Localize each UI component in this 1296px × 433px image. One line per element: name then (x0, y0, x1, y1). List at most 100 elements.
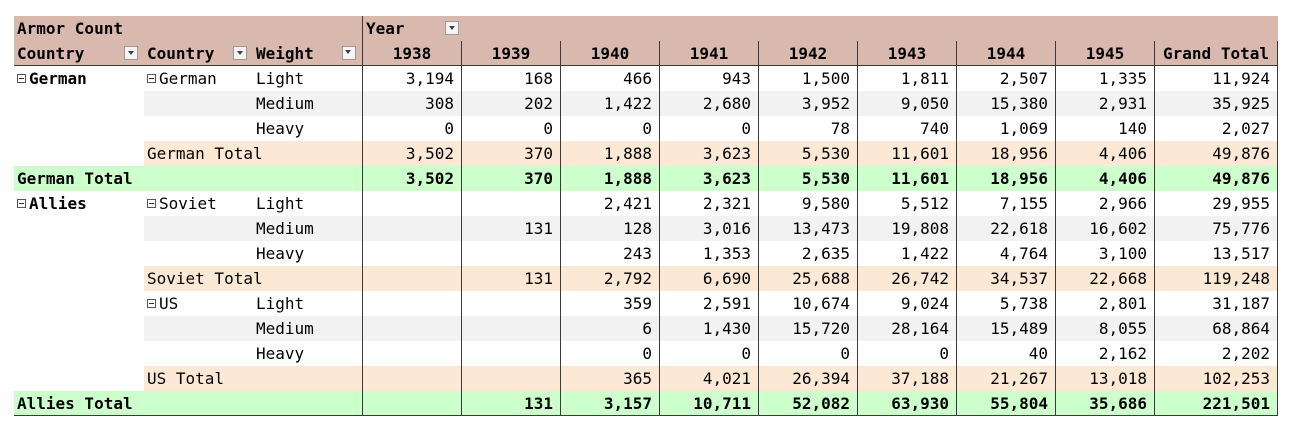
value-cell-1944: 18,956 (956, 166, 1055, 191)
grand-total-cell: 68,864 (1154, 316, 1278, 341)
value-cell-1938 (362, 366, 461, 391)
value-cell-1940: 6 (560, 316, 659, 341)
value-cell-1943: 9,050 (857, 91, 956, 116)
value-cell-1942: 15,720 (758, 316, 857, 341)
table-row: Allies Total 131 3,157 10,711 52,082 63,930 55… (14, 391, 1278, 416)
value-cell-1939: 131 (461, 216, 560, 241)
outer-country-cell (14, 216, 144, 241)
subtotal-label: German Total (144, 141, 362, 166)
weight-label: Light (253, 291, 362, 316)
value-cell-1945: 2,801 (1055, 291, 1154, 316)
value-cell-1939: 370 (461, 166, 560, 191)
weight-filter-dropdown-icon[interactable] (342, 46, 356, 60)
grand-total-cell: 49,876 (1154, 166, 1278, 191)
grand-total-cell: 119,248 (1154, 266, 1278, 291)
pivot-table: Armor Count Year Country Country Weight 193… (14, 16, 1278, 416)
value-cell-1942: 10,674 (758, 291, 857, 316)
weight-label: Medium (253, 216, 362, 241)
subtotal-label: US Total (144, 366, 362, 391)
column-field-header: Year (362, 16, 1278, 41)
inner-country-label: German (159, 69, 217, 88)
value-cell-1941: 1,353 (659, 241, 758, 266)
weight-label: Heavy (253, 116, 362, 141)
value-cell-1939 (461, 291, 560, 316)
value-cell-1945: 2,162 (1055, 341, 1154, 366)
country-outer-filter-dropdown-icon[interactable] (124, 46, 138, 60)
value-cell-1944: 22,618 (956, 216, 1055, 241)
table-row: US Light 359 2,591 10,674 9,024 5,738 2,801 31,1… (14, 291, 1278, 316)
value-cell-1943: 63,930 (857, 391, 956, 416)
value-cell-1938 (362, 241, 461, 266)
grand-total-cell: 31,187 (1154, 291, 1278, 316)
value-cell-1941: 3,623 (659, 141, 758, 166)
value-cell-1941: 3,623 (659, 166, 758, 191)
collapse-icon[interactable] (17, 199, 26, 208)
outer-country-cell (14, 141, 144, 166)
group-total-label: Allies Total (14, 391, 362, 416)
row-header-country-outer-label: Country (17, 44, 85, 63)
pivot-body: German German Light 3,194 168 466 943 1,500 1,81… (14, 66, 1278, 416)
value-cell-1945: 140 (1055, 116, 1154, 141)
table-row: Medium 308 202 1,422 2,680 3,952 9,050 15,380 2,… (14, 91, 1278, 116)
value-cell-1939: 131 (461, 266, 560, 291)
value-cell-1940: 3,157 (560, 391, 659, 416)
row-header-country-inner-label: Country (147, 44, 215, 63)
value-cell-1944: 7,155 (956, 191, 1055, 216)
value-cell-1944: 1,069 (956, 116, 1055, 141)
value-cell-1944: 34,537 (956, 266, 1055, 291)
value-cell-1938 (362, 216, 461, 241)
year-header-1944: 1944 (956, 41, 1055, 66)
value-cell-1942: 25,688 (758, 266, 857, 291)
year-header-1938: 1938 (362, 41, 461, 66)
outer-country-cell (14, 266, 144, 291)
outer-country-cell (14, 241, 144, 266)
row-header-weight: Weight (253, 41, 362, 66)
value-cell-1945: 4,406 (1055, 141, 1154, 166)
value-cell-1940: 2,792 (560, 266, 659, 291)
value-cell-1943: 740 (857, 116, 956, 141)
value-cell-1943: 26,742 (857, 266, 956, 291)
weight-label: Light (253, 191, 362, 216)
value-cell-1944: 15,380 (956, 91, 1055, 116)
collapse-icon[interactable] (17, 74, 26, 83)
value-cell-1945: 13,018 (1055, 366, 1154, 391)
value-cell-1942: 52,082 (758, 391, 857, 416)
year-filter-dropdown-icon[interactable] (445, 21, 459, 35)
value-cell-1942: 9,580 (758, 191, 857, 216)
value-cell-1941: 0 (659, 341, 758, 366)
value-cell-1945: 16,602 (1055, 216, 1154, 241)
grand-total-cell: 2,202 (1154, 341, 1278, 366)
outer-country-cell (14, 116, 144, 141)
value-cell-1945: 35,686 (1055, 391, 1154, 416)
inner-country-cell (144, 116, 253, 141)
value-cell-1940: 1,422 (560, 91, 659, 116)
value-cell-1943: 9,024 (857, 291, 956, 316)
value-cell-1944: 4,764 (956, 241, 1055, 266)
inner-country-cell (144, 216, 253, 241)
grand-total-cell: 49,876 (1154, 141, 1278, 166)
table-row: Heavy 243 1,353 2,635 1,422 4,764 3,100 13,517 (14, 241, 1278, 266)
value-cell-1941: 2,321 (659, 191, 758, 216)
weight-label: Light (253, 66, 362, 91)
inner-country-label: Soviet (159, 194, 217, 213)
value-cell-1938 (362, 341, 461, 366)
value-cell-1943: 5,512 (857, 191, 956, 216)
year-header-1939: 1939 (461, 41, 560, 66)
value-cell-1944: 5,738 (956, 291, 1055, 316)
collapse-icon[interactable] (147, 199, 156, 208)
value-cell-1941: 3,016 (659, 216, 758, 241)
value-cell-1945: 3,100 (1055, 241, 1154, 266)
value-cell-1940: 243 (560, 241, 659, 266)
outer-country-cell (14, 91, 144, 116)
country-inner-filter-dropdown-icon[interactable] (233, 46, 247, 60)
grand-total-header: Grand Total (1154, 41, 1278, 66)
value-cell-1939 (461, 241, 560, 266)
value-cell-1940: 128 (560, 216, 659, 241)
value-cell-1945: 1,335 (1055, 66, 1154, 91)
value-cell-1939 (461, 316, 560, 341)
collapse-icon[interactable] (147, 299, 156, 308)
collapse-icon[interactable] (147, 74, 156, 83)
outer-country-label: German (29, 69, 87, 88)
value-cell-1940: 1,888 (560, 166, 659, 191)
row-header-country-outer: Country (14, 41, 144, 66)
